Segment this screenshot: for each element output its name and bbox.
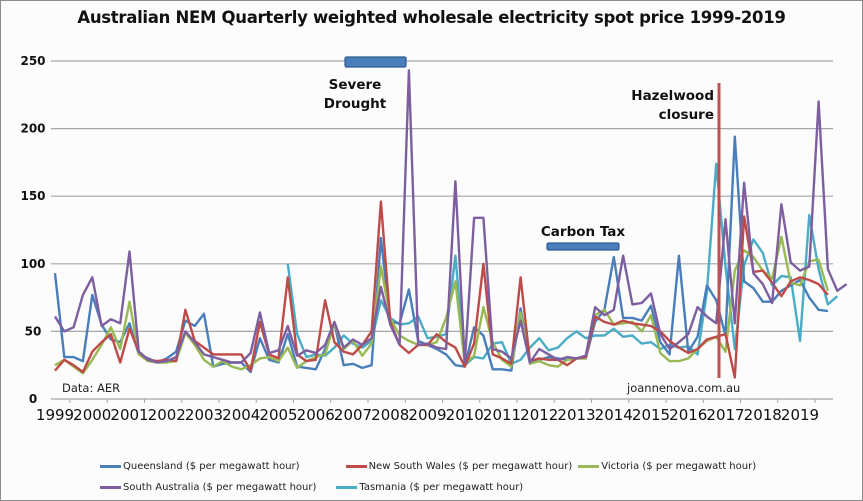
carbon-tax-label: Carbon Tax [541,224,626,240]
y-axis-ticks: 0 50 100 150 200 250 [20,54,45,406]
x-tick-label: 2003 [185,406,223,424]
annotations: Severe Drought Carbon Tax Hazelwood clos… [324,56,714,251]
x-tick-label: 2015 [632,406,670,424]
x-tick-label: 2018 [744,406,782,424]
x-tick-label: 2016 [669,406,707,424]
x-tick-label: 2007 [334,406,372,424]
legend-label: Tasmania ($ per megawatt hour) [359,482,524,493]
severe-drought-label-line2: Drought [324,96,387,112]
y-tick-label: 150 [20,189,45,203]
x-tick-label: 2008 [371,406,409,424]
chart-title: Australian NEM Quarterly weighted wholes… [77,8,786,27]
series-line-south-australia [53,69,848,364]
legend-swatch [336,486,358,489]
severe-drought-label-line1: Severe [329,77,382,93]
gridlines [51,60,833,332]
x-tick-label: 2019 [781,406,819,424]
severe-drought-marker [344,56,407,68]
legend-item: Queensland ($ per megawatt hour) [100,461,300,472]
x-tick-label: 2013 [557,406,595,424]
legend-label: Queensland ($ per megawatt hour) [123,461,300,472]
legend-swatch [345,465,367,468]
x-tick-label: 2004 [222,406,260,424]
x-axis: 1999 2000 2001 2002 2003 2004 2005 2006 2007 2008… [36,398,833,424]
legend-label: South Australia ($ per megawatt hour) [123,482,317,493]
x-tick-label: 1999 [36,406,74,424]
x-tick-label: 2000 [73,406,111,424]
y-tick-label: 200 [20,122,45,136]
series-line-new-south-wales [54,200,829,379]
legend-swatch [100,465,121,468]
source-note: Data: AER [62,381,120,395]
legend-row: South Australia ($ per megawatt hour) Tas… [100,477,740,498]
legend-item: South Australia ($ per megawatt hour) [100,482,316,493]
series-line-tasmania [286,162,839,367]
carbon-tax-marker [546,242,620,251]
x-tick-label: 2005 [259,406,297,424]
legend-item: Tasmania ($ per megawatt hour) [336,482,523,493]
series-line-queensland [53,135,829,374]
series-lines [53,69,848,379]
x-tick-label: 2010 [446,406,484,424]
x-tick-label: 2006 [297,406,335,424]
x-tick-label: 2001 [110,406,148,424]
legend-row: Queensland ($ per megawatt hour) New Sout… [100,456,756,477]
x-tick-label: 2014 [595,406,633,424]
x-tick-label: 2017 [706,406,744,424]
legend-swatch [100,486,121,489]
y-tick-label: 50 [25,324,42,338]
legend-swatch [578,465,600,468]
y-tick-label: 250 [20,54,45,68]
legend: Queensland ($ per megawatt hour) New Sout… [100,456,756,498]
hazelwood-label-line2: closure [659,107,714,123]
x-tick-label: 2012 [520,406,558,424]
legend-label: Victoria ($ per megawatt hour) [601,461,757,472]
y-tick-label: 0 [29,392,37,406]
x-tick-label: 2009 [408,406,446,424]
x-tick-label: 2002 [148,406,186,424]
legend-item: New South Wales ($ per megawatt hour) [345,461,573,472]
y-tick-label: 100 [20,257,45,271]
x-tick-label: 2011 [483,406,521,424]
legend-item: Victoria ($ per megawatt hour) [578,461,756,472]
hazelwood-label-line1: Hazelwood [631,88,714,104]
legend-label: New South Wales ($ per megawatt hour) [368,461,573,472]
watermark: joannenova.com.au [626,381,740,395]
